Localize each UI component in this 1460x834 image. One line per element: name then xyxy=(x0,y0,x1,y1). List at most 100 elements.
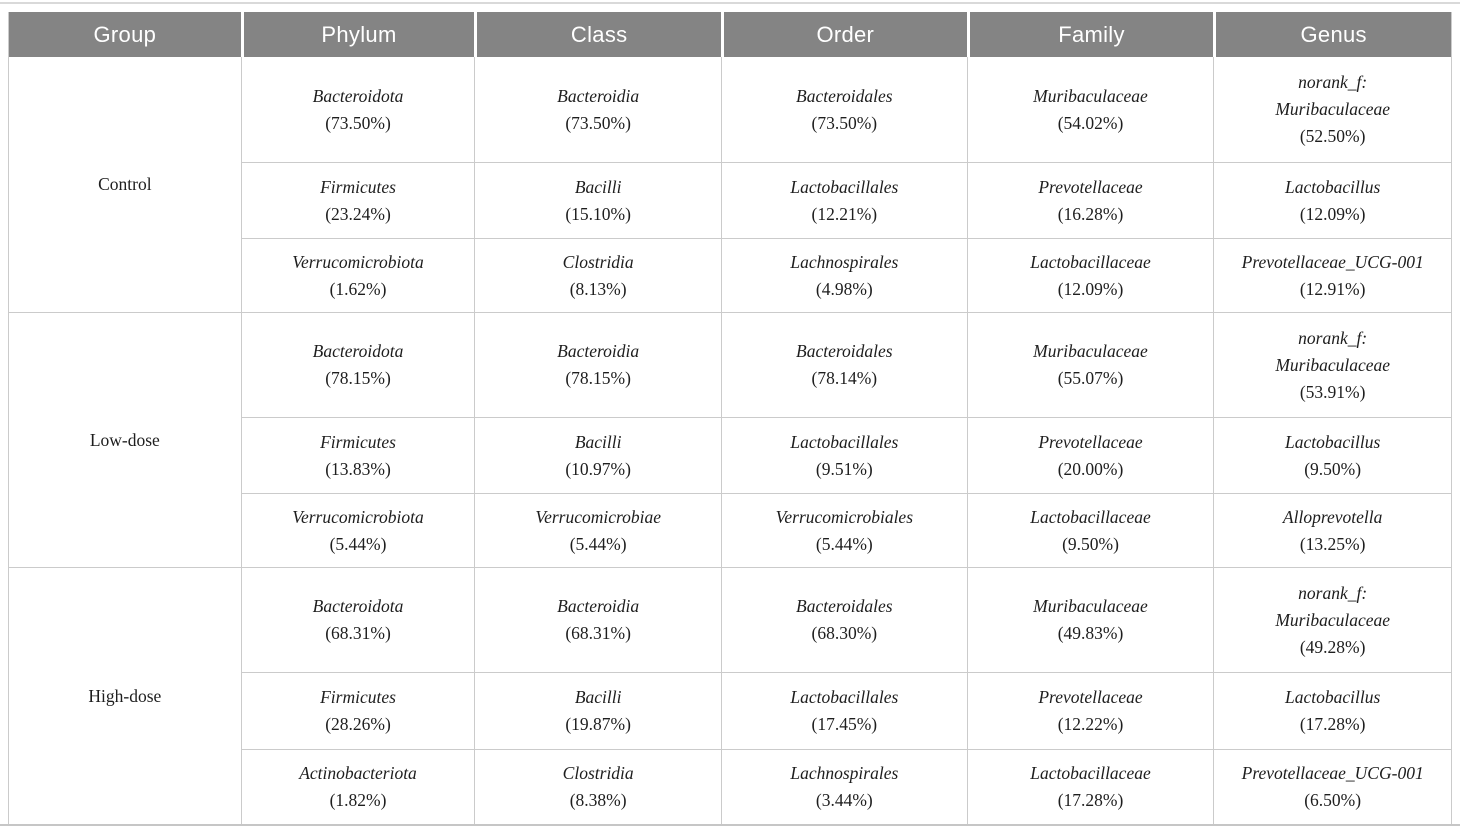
figure-top-rule xyxy=(0,2,1460,12)
taxon-name: Actinobacteriota xyxy=(299,763,417,783)
taxon-cell: Lactobacillus (17.28%) xyxy=(1213,672,1451,749)
column-header-genus: Genus xyxy=(1213,12,1451,57)
group-label: High-dose xyxy=(88,685,162,706)
column-header-group: Group xyxy=(9,12,241,57)
taxon-percent: (55.07%) xyxy=(1057,368,1124,388)
column-header-phylum: Phylum xyxy=(240,12,475,57)
column-header-class: Class xyxy=(474,12,721,57)
taxon-name: Lactobacillaceae xyxy=(1030,251,1151,272)
taxon-percent: (20.00%) xyxy=(1057,458,1124,479)
taxon-percent: (54.02%) xyxy=(1057,112,1124,133)
taxon-name: Lactobacillales xyxy=(790,176,899,197)
taxon-percent: (73.50%) xyxy=(325,112,391,133)
taxon-name: norank_f: Muribaculaceae xyxy=(1275,72,1390,119)
taxon-cell: Bacilli (15.10%) xyxy=(474,162,721,238)
taxon-name: Verrucomicrobiales xyxy=(775,506,914,527)
taxon-cell: Lactobacillus (12.09%) xyxy=(1213,162,1451,238)
taxon-percent: (5.44%) xyxy=(569,533,627,554)
taxon-cell: Bacteroidia (73.50%) xyxy=(474,57,721,162)
taxon-cell: Verrucomicrobiae (5.44%) xyxy=(474,493,721,567)
taxon-percent: (28.26%) xyxy=(325,714,391,734)
taxon-cell: Lactobacillales (9.51%) xyxy=(721,417,967,493)
taxon-cell: Bacteroidota (73.50%) xyxy=(240,57,475,162)
taxon-cell: Prevotellaceae_UCG-001 (12.91%) xyxy=(1213,238,1451,312)
taxon-cell: Actinobacteriota (1.82%) xyxy=(240,749,475,824)
taxon-percent: (78.15%) xyxy=(565,368,631,388)
taxon-cell: Lactobacillales (17.45%) xyxy=(721,672,967,749)
taxon-cell: Bacteroidales (73.50%) xyxy=(721,57,967,162)
taxon-cell: Prevotellaceae (20.00%) xyxy=(966,417,1214,493)
group-label: Control xyxy=(98,174,152,194)
taxon-name: Prevotellaceae xyxy=(1038,176,1143,197)
taxon-percent: (12.21%) xyxy=(811,203,878,224)
taxon-name: Bacteroidia xyxy=(557,596,640,616)
taxon-name: Bacilli xyxy=(574,176,622,197)
taxon-cell: Lactobacillales (12.21%) xyxy=(721,162,967,238)
taxon-percent: (1.62%) xyxy=(329,278,387,299)
taxon-percent: (17.45%) xyxy=(811,714,878,734)
taxon-name: Lactobacillus xyxy=(1285,687,1381,707)
taxon-cell: Bacteroidia (78.15%) xyxy=(474,312,721,417)
taxon-name: norank_f: Muribaculaceae xyxy=(1275,582,1390,630)
taxon-cell: Verrucomicrobiota (1.62%) xyxy=(240,238,475,312)
taxon-name: Firmicutes xyxy=(320,687,396,707)
taxon-cell: Prevotellaceae (16.28%) xyxy=(966,162,1214,238)
taxon-cell: Bacteroidia (68.31%) xyxy=(474,567,721,672)
taxon-name: Bacteroidales xyxy=(796,341,893,361)
taxon-name: Bacteroidales xyxy=(796,85,893,106)
taxon-cell: Firmicutes (13.83%) xyxy=(240,417,475,493)
taxon-name: Bacilli xyxy=(574,431,622,452)
taxon-cell: Clostridia (8.38%) xyxy=(474,749,721,824)
taxon-percent: (49.28%) xyxy=(1299,636,1366,657)
taxon-cell: Muribaculaceae (55.07%) xyxy=(966,312,1214,417)
taxon-name: Lactobacillaceae xyxy=(1030,506,1151,527)
figure-bottom-rule xyxy=(0,824,1460,826)
taxon-name: Muribaculaceae xyxy=(1033,85,1148,106)
taxon-percent: (68.31%) xyxy=(565,623,631,643)
taxon-percent: (68.31%) xyxy=(325,623,391,643)
taxon-cell: norank_f: Muribaculaceae (53.91%) xyxy=(1213,312,1451,417)
taxon-cell: Lactobacillaceae (17.28%) xyxy=(966,749,1214,824)
taxon-cell: Muribaculaceae (54.02%) xyxy=(966,57,1214,162)
taxon-percent: (6.50%) xyxy=(1304,790,1362,810)
taxon-cell: Bacteroidota (78.15%) xyxy=(240,312,475,417)
taxon-name: Bacteroidota xyxy=(312,341,404,361)
taxon-percent: (13.25%) xyxy=(1299,533,1366,554)
taxon-percent: (4.98%) xyxy=(815,278,873,299)
group-label: Low-dose xyxy=(89,429,160,450)
taxon-name: Prevotellaceae xyxy=(1038,431,1143,452)
taxon-cell: Prevotellaceae_UCG-001 (6.50%) xyxy=(1213,749,1451,824)
taxon-percent: (73.50%) xyxy=(565,112,631,133)
taxon-cell: Bacilli (19.87%) xyxy=(474,672,721,749)
taxon-cell: Lachnospirales (4.98%) xyxy=(721,238,967,312)
taxon-cell: Verrucomicrobiales (5.44%) xyxy=(721,493,967,567)
taxon-name: Clostridia xyxy=(562,251,634,272)
group-label-cell: Control xyxy=(9,57,241,312)
taxonomy-table: Group Phylum Class Order Family Genus Co… xyxy=(8,12,1452,824)
taxon-name: Lactobacillales xyxy=(790,431,899,452)
taxon-percent: (68.30%) xyxy=(811,623,878,643)
taxon-percent: (1.82%) xyxy=(329,790,387,810)
taxon-name: Prevotellaceae_UCG-001 xyxy=(1241,251,1424,272)
taxon-name: Verrucomicrobiae xyxy=(535,506,662,527)
taxon-percent: (9.50%) xyxy=(1062,533,1119,554)
taxon-name: Firmicutes xyxy=(320,176,396,197)
taxon-percent: (12.09%) xyxy=(1057,278,1124,299)
taxon-percent: (17.28%) xyxy=(1299,714,1366,734)
taxon-name: Verrucomicrobiota xyxy=(292,251,424,272)
taxon-cell: Bacteroidales (78.14%) xyxy=(721,312,967,417)
taxon-cell: Lactobacillaceae (9.50%) xyxy=(966,493,1214,567)
taxon-cell: norank_f: Muribaculaceae (52.50%) xyxy=(1213,57,1451,162)
taxon-cell: norank_f: Muribaculaceae (49.28%) xyxy=(1213,567,1451,672)
taxon-percent: (73.50%) xyxy=(811,112,878,133)
taxon-percent: (8.38%) xyxy=(569,790,627,810)
taxon-percent: (3.44%) xyxy=(815,790,873,810)
taxon-percent: (9.50%) xyxy=(1304,458,1362,479)
taxon-name: norank_f: Muribaculaceae xyxy=(1275,327,1390,375)
taxon-cell: Verrucomicrobiota (5.44%) xyxy=(240,493,475,567)
taxon-percent: (52.50%) xyxy=(1299,126,1366,146)
taxon-name: Bacteroidia xyxy=(557,341,640,361)
taxon-cell: Firmicutes (23.24%) xyxy=(240,162,475,238)
taxon-name: Bacilli xyxy=(574,687,622,707)
